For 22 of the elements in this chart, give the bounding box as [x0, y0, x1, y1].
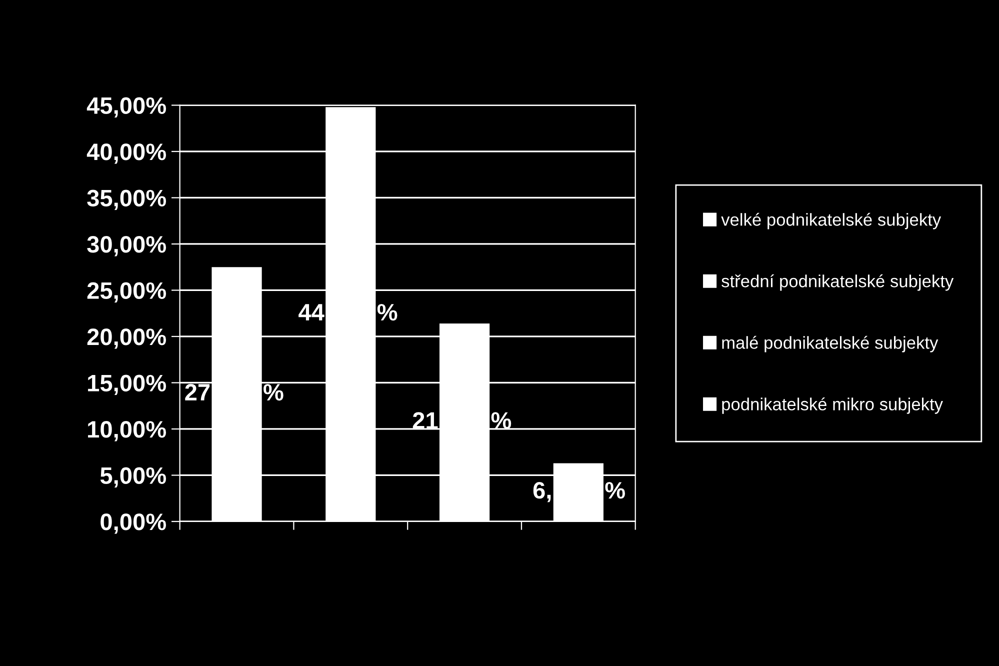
y-tick-label: 15,00%	[88, 374, 166, 395]
legend-label: podnikatelské mikro subjekty	[722, 397, 943, 414]
y-tick-label: 35,00%	[87, 190, 166, 210]
y-tick-label: 10,00%	[88, 421, 166, 442]
legend-label: střední podnikatelské subjekty	[722, 274, 954, 291]
legend-label: malé podnikatelské subjekty	[722, 336, 938, 352]
y-tick-label: 0,00%	[100, 514, 166, 534]
annotation: 6,	[533, 482, 551, 502]
y-tick-label: 5,00%	[100, 467, 166, 488]
annotation: %	[605, 482, 625, 499]
y-tick-label: 30,00%	[87, 236, 166, 256]
annotation: 27	[185, 384, 210, 400]
annotation: %	[491, 412, 512, 429]
y-tick-label: 20,00%	[87, 328, 166, 349]
legend-label: velké podnikatelské subjekty	[721, 212, 942, 230]
y-tick-label: 40,00%	[86, 144, 166, 164]
y-tick-label: 25,00%	[87, 282, 166, 302]
annotation: 44	[298, 304, 324, 320]
y-tick-label: 45,00%	[86, 97, 166, 118]
annotation: %	[264, 384, 284, 401]
annotation: %	[377, 304, 398, 321]
annotation: 21	[412, 412, 438, 429]
